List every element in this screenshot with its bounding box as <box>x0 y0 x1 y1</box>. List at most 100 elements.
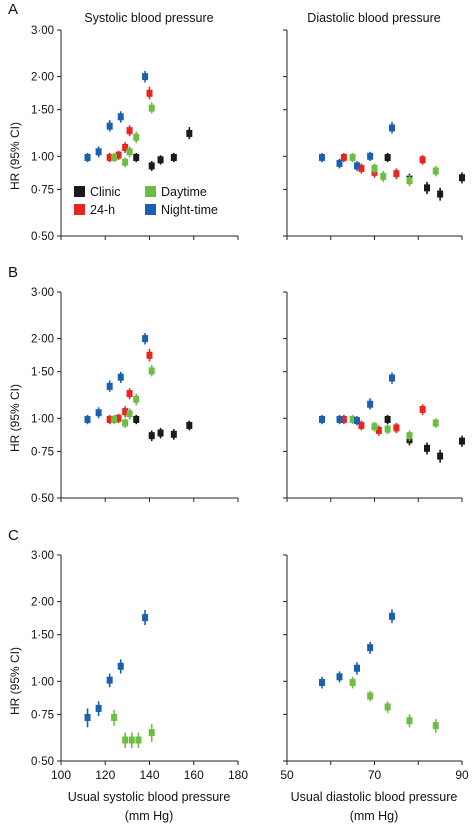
legend-label-24h: 24-h <box>90 203 115 217</box>
legend: Clinic 24-h Daytime Night-time <box>74 185 218 217</box>
point-clinic <box>157 156 164 164</box>
point-24-h <box>375 426 382 434</box>
point-daytime <box>384 425 391 433</box>
point-night-time <box>95 704 102 712</box>
legend-label-night-time: Night-time <box>161 203 218 217</box>
point-night-time <box>319 678 325 686</box>
point-24-h <box>358 421 365 429</box>
point-night-time <box>354 162 360 170</box>
y-tick-label-c-sys: 3·00 <box>31 550 54 562</box>
point-night-time <box>354 417 360 425</box>
point-daytime <box>111 153 118 161</box>
y-tick-label-b-sys: 0·75 <box>31 446 54 458</box>
point-24-h <box>126 127 133 135</box>
point-night-time <box>354 664 360 672</box>
point-daytime <box>111 713 118 721</box>
point-night-time <box>142 614 149 622</box>
point-daytime <box>122 736 129 744</box>
legend-swatch-24h <box>74 204 85 215</box>
x-tick-label-c-sys: 100 <box>51 768 71 782</box>
point-night-time <box>336 415 343 423</box>
point-daytime <box>432 167 439 175</box>
point-24-h <box>358 164 365 172</box>
x-tick-label-c-dia: 90 <box>455 768 469 782</box>
point-daytime <box>432 419 439 427</box>
point-daytime <box>111 415 118 423</box>
point-night-time <box>142 73 149 81</box>
y-axis-title-a: HR (95% CI) <box>8 122 22 190</box>
point-night-time <box>367 152 374 160</box>
point-daytime <box>133 395 140 403</box>
y-tick-label-b-sys: 0·50 <box>31 493 54 505</box>
x-axis-title-diastolic-2: (mm Hg) <box>350 809 399 823</box>
point-daytime <box>349 153 356 161</box>
point-clinic <box>459 174 465 182</box>
y-tick-label-a-sys: 2·00 <box>31 72 54 84</box>
legend-label-daytime: Daytime <box>161 185 207 199</box>
point-clinic <box>186 421 193 429</box>
point-clinic <box>437 190 444 198</box>
point-daytime <box>380 172 387 180</box>
y-tick-label-a-sys: 1·50 <box>31 105 54 117</box>
point-night-time <box>106 382 113 390</box>
point-24-h <box>122 143 129 151</box>
point-clinic <box>437 452 444 460</box>
point-daytime <box>406 177 413 185</box>
point-24-h <box>115 414 122 422</box>
point-daytime <box>128 736 135 744</box>
point-daytime <box>126 410 133 418</box>
point-night-time <box>336 673 343 681</box>
point-24-h <box>106 153 113 161</box>
point-night-time <box>142 335 149 343</box>
point-24-h <box>419 405 426 413</box>
header-systolic: Systolic blood pressure <box>84 11 213 25</box>
y-axis-title-b: HR (95% CI) <box>8 384 22 452</box>
x-tick-label-c-dia: 50 <box>280 768 294 782</box>
point-night-time <box>95 148 102 156</box>
point-clinic <box>186 129 193 137</box>
y-tick-label-c-sys: 1·50 <box>31 630 54 642</box>
point-daytime <box>406 717 413 725</box>
point-daytime <box>371 423 378 431</box>
y-tick-label-c-sys: 0·75 <box>31 709 54 721</box>
point-daytime <box>148 367 155 375</box>
point-clinic <box>424 444 430 452</box>
y-tick-label-c-sys: 0·50 <box>31 756 54 768</box>
x-tick-label-c-sys: 120 <box>95 768 115 782</box>
point-24-h <box>340 415 347 423</box>
point-24-h <box>126 390 133 398</box>
point-night-time <box>389 374 395 382</box>
x-axis-title-systolic-2: (mm Hg) <box>125 809 174 823</box>
panel-label-a: A <box>8 1 18 18</box>
point-daytime <box>371 164 378 172</box>
point-24-h <box>393 424 400 432</box>
point-24-h <box>106 415 113 423</box>
y-tick-label-c-sys: 2·00 <box>31 597 54 609</box>
y-tick-label-a-sys: 0·75 <box>31 184 54 196</box>
point-daytime <box>148 104 155 112</box>
point-night-time <box>319 153 325 161</box>
x-tick-label-c-sys: 140 <box>139 768 159 782</box>
x-axis-title-systolic-1: Usual systolic blood pressure <box>68 790 231 804</box>
point-clinic <box>133 415 140 423</box>
panel-label-b: B <box>8 264 18 281</box>
point-night-time <box>367 644 374 652</box>
y-tick-label-c-sys: 1·00 <box>31 676 54 688</box>
point-daytime <box>367 692 374 700</box>
x-axis-title-diastolic-1: Usual diastolic blood pressure <box>291 790 458 804</box>
point-24-h <box>419 156 426 164</box>
point-night-time <box>389 612 395 620</box>
legend-swatch-clinic <box>74 186 85 197</box>
y-tick-label-a-sys: 1·00 <box>31 151 54 163</box>
x-tick-label-c-sys: 180 <box>228 768 248 782</box>
point-night-time <box>367 400 374 408</box>
point-daytime <box>126 148 133 156</box>
point-daytime <box>349 678 356 686</box>
point-night-time <box>117 373 124 381</box>
point-night-time <box>95 409 102 417</box>
point-clinic <box>384 415 391 423</box>
point-clinic <box>133 153 140 161</box>
point-clinic <box>170 153 177 161</box>
point-daytime <box>122 419 129 427</box>
